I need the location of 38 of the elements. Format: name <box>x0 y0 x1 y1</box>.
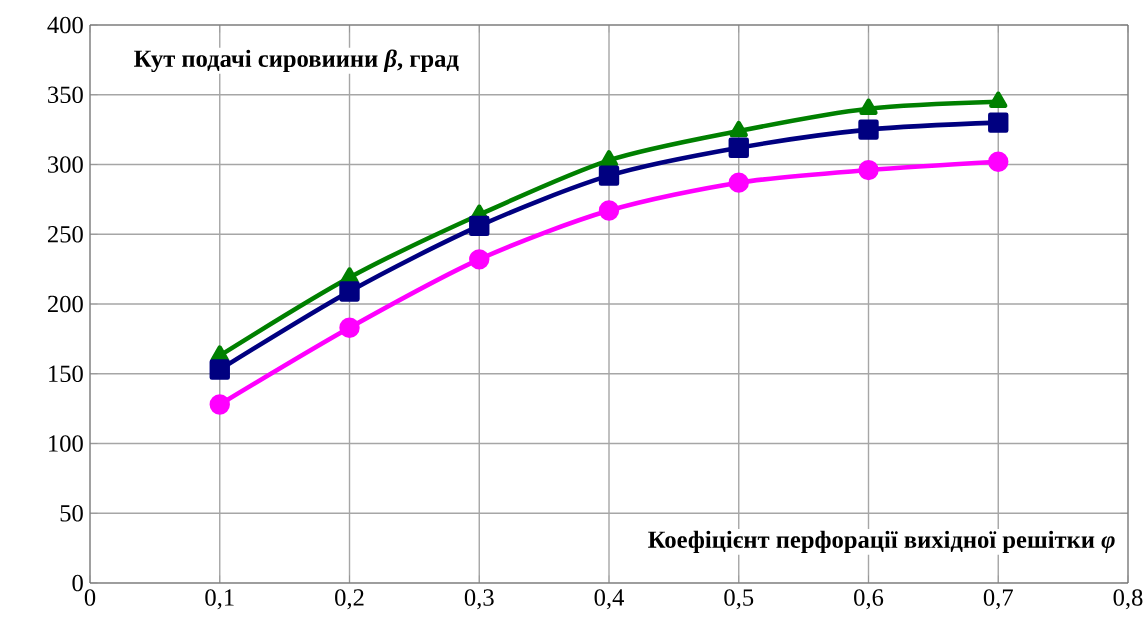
point <box>988 112 1009 133</box>
point <box>858 119 879 140</box>
y-tick-label: 150 <box>49 365 83 383</box>
point <box>858 159 879 181</box>
point <box>599 150 619 167</box>
point <box>469 215 490 237</box>
point <box>729 120 748 138</box>
point <box>339 317 360 338</box>
y-tick-label: 100 <box>49 435 83 452</box>
point <box>469 249 490 270</box>
y-tick-label: 200 <box>47 295 83 313</box>
x-axis-title: Коефіцієнт перфорації вихідної решітки φ <box>648 530 1115 553</box>
x-tick-label: 0,5 <box>724 589 754 610</box>
x-tick-label: 0,7 <box>983 589 1013 610</box>
x-tick-label: 0,6 <box>854 589 884 610</box>
point <box>728 137 749 158</box>
y-tick-label: 350 <box>48 86 83 104</box>
y-axis-title: Кут подачі сировиини β, град <box>134 49 459 73</box>
x-tick-label: 0,2 <box>335 589 364 610</box>
x-tick-label: 0 <box>84 589 96 606</box>
point <box>728 172 749 193</box>
point <box>988 151 1009 172</box>
point <box>859 98 878 115</box>
point <box>339 281 360 302</box>
x-tick-label: 0,8 <box>1113 589 1143 610</box>
point <box>209 394 230 415</box>
x-tick-label: 0,4 <box>594 589 625 610</box>
x-tick-label: 0,3 <box>464 589 494 610</box>
point <box>989 91 1008 108</box>
y-tick-label: 400 <box>47 16 83 34</box>
point <box>598 165 620 186</box>
point <box>209 359 230 380</box>
x-tick-label: 0,1 <box>205 589 234 610</box>
y-tick-label: 0 <box>72 574 83 592</box>
y-tick-label: 250 <box>47 225 83 243</box>
point <box>598 200 620 221</box>
y-tick-label: 50 <box>60 504 83 522</box>
y-tick-label: 300 <box>48 156 83 173</box>
